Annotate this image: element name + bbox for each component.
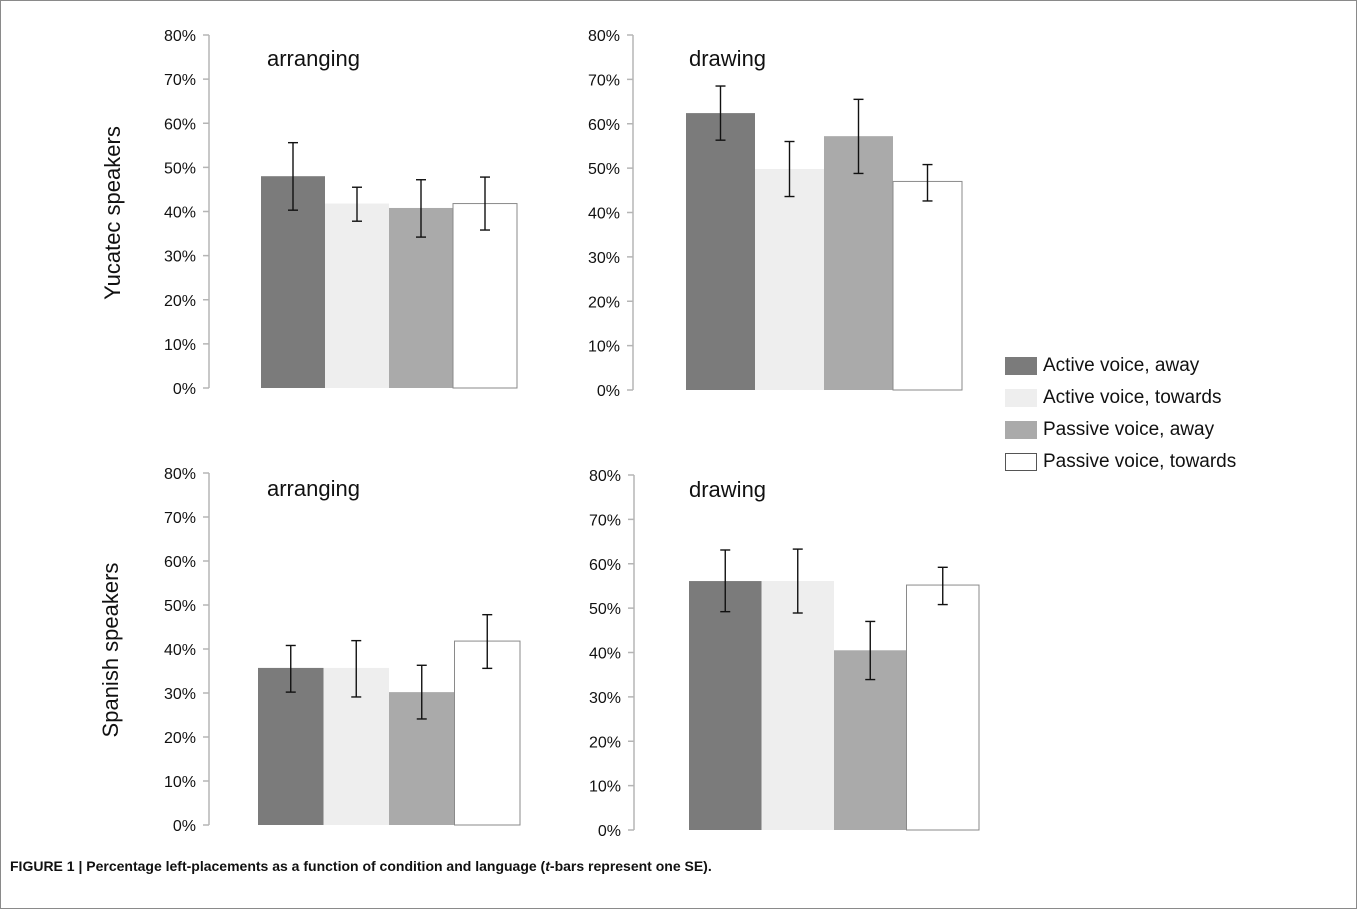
legend-label-active-away: Active voice, away	[1043, 355, 1200, 376]
chart-panel-yucatec-arranging: 0% 10% 20% 30% 40% 50% 60% 70% 80% arranging	[135, 20, 535, 410]
bar	[906, 584, 980, 831]
panel-title: drawing	[689, 46, 766, 71]
panel-title: arranging	[267, 476, 360, 501]
bar	[258, 667, 324, 825]
y-tick-label: 80%	[589, 468, 621, 485]
chart-svg: 0% 10% 20% 30% 40% 50% 60% 70% 80% arranging	[164, 28, 518, 398]
panel-title: drawing	[689, 477, 766, 502]
chart-panel-spanish-drawing: 0% 10% 20% 30% 40% 50% 60% 70% 80% drawing	[560, 455, 1000, 845]
caption-italic-t: t	[545, 858, 550, 874]
y-tick-label: 60%	[588, 117, 620, 134]
row-title-yucatec: Yucatec speakers	[100, 126, 125, 300]
bar	[824, 136, 893, 390]
y-tick-label: 20%	[164, 730, 196, 747]
y-tick-label: 70%	[588, 72, 620, 89]
y-tick-label: 70%	[164, 510, 196, 527]
y-tick-label: 60%	[164, 116, 196, 133]
chart-legend: Active voice, away Active voice, towards…	[1005, 350, 1236, 478]
y-tick-label: 0%	[597, 383, 620, 400]
caption-prefix: FIGURE 1 | Percentage left-placements as…	[10, 858, 546, 874]
legend-label-passive-away: Passive voice, away	[1043, 419, 1215, 440]
figure-caption: FIGURE 1 | Percentage left-placements as…	[10, 858, 712, 874]
chart-panel-yucatec-drawing: 0% 10% 20% 30% 40% 50% 60% 70% 80% drawing	[560, 20, 980, 410]
chart-svg: 0% 10% 20% 30% 40% 50% 60% 70% 80% drawing	[588, 28, 963, 400]
bar	[689, 581, 762, 830]
y-tick-label: 70%	[164, 72, 196, 89]
bar	[454, 640, 521, 826]
y-tick-label: 20%	[589, 734, 621, 751]
y-tick-label: 30%	[164, 249, 196, 266]
y-tick-label: 30%	[589, 690, 621, 707]
y-tick-label: 30%	[164, 686, 196, 703]
y-tick-label: 80%	[164, 28, 196, 45]
y-tick-label: 0%	[173, 818, 196, 835]
y-tick-label: 10%	[588, 339, 620, 356]
y-tick-label: 80%	[588, 28, 620, 45]
legend-swatch-active-towards	[1005, 389, 1037, 407]
legend-label-passive-towards: Passive voice, towards	[1043, 451, 1237, 472]
y-tick-label: 40%	[588, 206, 620, 223]
y-tick-label: 60%	[589, 557, 621, 574]
y-tick-label: 10%	[164, 337, 196, 354]
legend-item-passive-towards: Passive voice, towards	[1005, 446, 1236, 478]
legend-swatch-passive-away	[1005, 421, 1037, 439]
bar	[892, 180, 963, 391]
y-tick-label: 20%	[588, 294, 620, 311]
legend-item-active-away: Active voice, away	[1005, 350, 1236, 382]
y-tick-label: 20%	[164, 293, 196, 310]
legend-swatch-passive-towards	[1005, 453, 1037, 471]
bar	[755, 169, 824, 390]
bar	[389, 207, 453, 388]
y-tick-label: 50%	[164, 160, 196, 177]
legend-label-active-towards: Active voice, towards	[1043, 387, 1222, 408]
y-tick-label: 10%	[589, 779, 621, 796]
y-tick-label: 50%	[164, 598, 196, 615]
y-tick-label: 0%	[598, 823, 621, 840]
chart-svg: 0% 10% 20% 30% 40% 50% 60% 70% 80% arranging	[164, 466, 521, 835]
y-tick-label: 80%	[164, 466, 196, 483]
y-tick-label: 50%	[588, 161, 620, 178]
bar	[261, 176, 325, 388]
chart-panel-spanish-arranging: 0% 10% 20% 30% 40% 50% 60% 70% 80% arranging	[135, 455, 535, 845]
y-tick-label: 30%	[588, 250, 620, 267]
legend-item-active-towards: Active voice, towards	[1005, 382, 1236, 414]
legend-item-passive-away: Passive voice, away	[1005, 414, 1236, 446]
legend-swatch-active-away	[1005, 357, 1037, 375]
row-title-spanish: Spanish speakers	[98, 562, 123, 738]
y-tick-label: 70%	[589, 512, 621, 529]
chart-svg: 0% 10% 20% 30% 40% 50% 60% 70% 80% drawing	[589, 468, 980, 840]
bar	[452, 203, 518, 389]
y-tick-label: 40%	[164, 642, 196, 659]
y-tick-label: 40%	[164, 205, 196, 222]
bar	[325, 203, 389, 388]
panel-title: arranging	[267, 46, 360, 71]
bar	[686, 113, 755, 390]
y-tick-label: 60%	[164, 554, 196, 571]
bar	[761, 581, 834, 830]
y-tick-label: 0%	[173, 381, 196, 398]
y-tick-label: 40%	[589, 646, 621, 663]
y-tick-label: 10%	[164, 774, 196, 791]
caption-suffix: -bars represent one SE).	[549, 858, 712, 874]
y-tick-label: 50%	[589, 601, 621, 618]
